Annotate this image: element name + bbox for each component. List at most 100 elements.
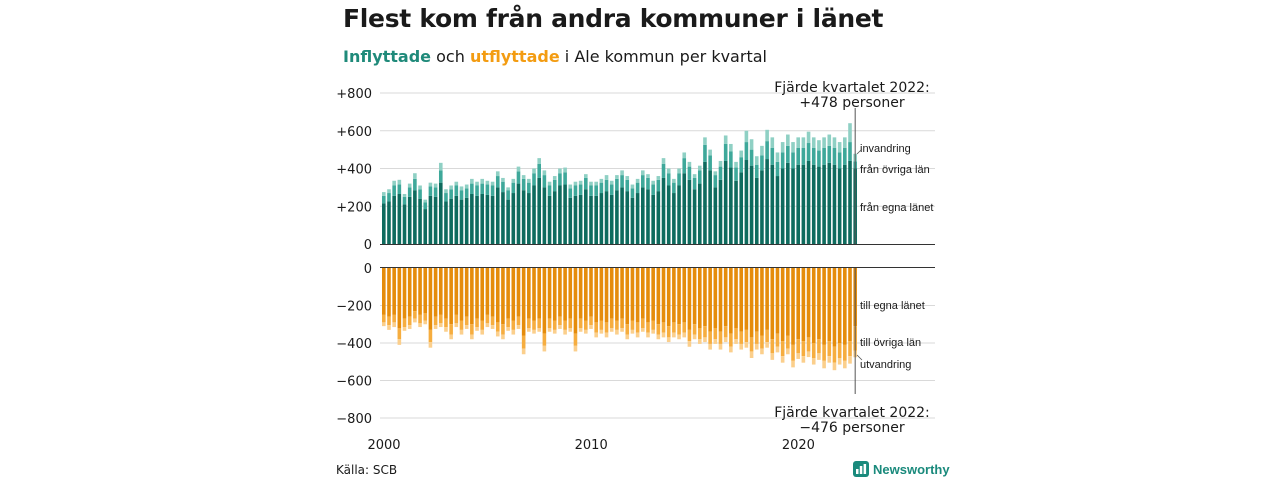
bar-out-utvandring xyxy=(599,329,604,334)
bar-out-ovriga xyxy=(791,344,795,361)
bar-out-lan xyxy=(568,268,573,319)
bar-in-ovriga xyxy=(677,173,681,186)
bar-out-ovriga xyxy=(817,339,821,354)
bar-out-lan xyxy=(672,268,676,323)
bar-out-ovriga xyxy=(609,318,614,329)
bar-in-lan xyxy=(516,183,521,244)
bar-in-ovriga xyxy=(672,182,676,194)
bar-out-utvandring xyxy=(677,334,681,340)
bar-in-invandring xyxy=(661,158,666,164)
bar-out-lan xyxy=(625,268,630,325)
bar-out-utvandring xyxy=(470,334,474,340)
bar-in-ovriga xyxy=(713,175,718,188)
bar-out-ovriga xyxy=(537,318,541,329)
bar-in-invandring xyxy=(402,193,407,197)
bar-out-utvandring xyxy=(418,323,422,328)
bar-in-ovriga xyxy=(485,184,490,195)
bar-in-lan xyxy=(402,204,407,244)
bar-in-ovriga xyxy=(428,186,433,196)
bar-in-lan xyxy=(563,184,567,244)
bar-out-ovriga xyxy=(454,314,459,324)
bar-out-lan xyxy=(635,268,640,323)
bar-in-ovriga xyxy=(786,145,790,163)
bar-out-ovriga xyxy=(641,318,645,329)
bar-out-ovriga xyxy=(672,322,676,333)
bar-in-invandring xyxy=(511,178,516,183)
bar-in-lan xyxy=(470,193,474,244)
annotation-top-line1: Fjärde kvartalet 2022: xyxy=(774,80,930,96)
bar-out-lan xyxy=(677,268,681,325)
bar-in-lan xyxy=(387,201,391,244)
ytick-top: +600 xyxy=(336,125,372,140)
bar-out-utvandring xyxy=(532,329,536,334)
bar-in-invandring xyxy=(811,137,816,148)
bar-out-utvandring xyxy=(552,329,557,334)
bar-in-lan xyxy=(413,190,417,244)
bar-out-ovriga xyxy=(475,318,479,328)
bar-out-utvandring xyxy=(651,329,655,334)
bar-in-ovriga xyxy=(382,195,386,204)
bar-in-lan xyxy=(506,199,510,244)
bar-out-lan xyxy=(780,268,785,342)
bar-out-lan xyxy=(552,268,557,321)
bar-out-ovriga xyxy=(723,326,728,338)
bar-in-invandring xyxy=(609,180,614,185)
ytick-top: +200 xyxy=(336,200,372,215)
bar-in-ovriga xyxy=(506,190,510,200)
bar-in-invandring xyxy=(563,167,567,173)
bar-in-lan xyxy=(827,162,832,244)
bar-in-invandring xyxy=(506,187,510,191)
bar-out-utvandring xyxy=(760,348,764,355)
bar-in-ovriga xyxy=(692,177,697,190)
bar-in-lan xyxy=(480,193,485,244)
bar-out-ovriga xyxy=(532,320,536,330)
bar-out-ovriga xyxy=(578,318,583,329)
bar-out-lan xyxy=(791,268,795,345)
bar-in-lan xyxy=(428,195,433,244)
bar-out-ovriga xyxy=(744,329,749,343)
bar-out-ovriga xyxy=(796,339,800,354)
bar-out-utvandring xyxy=(392,322,396,328)
bar-out-ovriga xyxy=(718,331,723,344)
bar-out-ovriga xyxy=(402,318,407,328)
bar-out-ovriga xyxy=(848,341,852,357)
bar-in-ovriga xyxy=(615,178,619,191)
bar-in-invandring xyxy=(801,137,806,148)
bar-in-invandring xyxy=(392,180,396,186)
bar-in-lan xyxy=(780,168,785,244)
bar-out-ovriga xyxy=(449,324,453,335)
bar-out-utvandring xyxy=(770,353,775,360)
bar-out-utvandring xyxy=(641,328,645,332)
bar-in-lan xyxy=(382,203,386,244)
bar-out-lan xyxy=(641,268,645,319)
bar-out-ovriga xyxy=(552,320,557,330)
bar-out-lan xyxy=(563,268,567,321)
bar-out-utvandring xyxy=(723,337,728,343)
bar-in-ovriga xyxy=(744,142,749,160)
ytick-bottom: −600 xyxy=(336,375,372,390)
bar-out-lan xyxy=(589,268,593,317)
bar-out-lan xyxy=(392,268,396,315)
bar-in-invandring xyxy=(666,168,671,174)
bar-out-utvandring xyxy=(589,325,593,329)
bar-out-lan xyxy=(604,268,609,323)
ytick-bottom: −400 xyxy=(336,337,372,352)
bar-out-lan xyxy=(770,268,775,340)
ytick-top: +800 xyxy=(336,87,372,102)
bar-in-lan xyxy=(703,161,707,244)
bar-out-utvandring xyxy=(609,328,614,332)
bar-in-lan xyxy=(599,193,604,244)
bar-out-utvandring xyxy=(744,342,749,348)
bar-out-lan xyxy=(511,268,516,321)
bar-out-utvandring xyxy=(387,325,391,330)
bar-out-utvandring xyxy=(666,337,671,343)
bar-out-utvandring xyxy=(801,356,806,363)
bar-out-utvandring xyxy=(527,328,531,332)
bar-out-utvandring xyxy=(568,328,573,332)
bar-in-invandring xyxy=(433,183,438,188)
bar-out-ovriga xyxy=(806,337,811,352)
bar-out-utvandring xyxy=(397,339,402,345)
bar-out-ovriga xyxy=(506,318,510,328)
bar-out-utvandring xyxy=(433,325,438,329)
bar-in-invandring xyxy=(625,176,630,180)
